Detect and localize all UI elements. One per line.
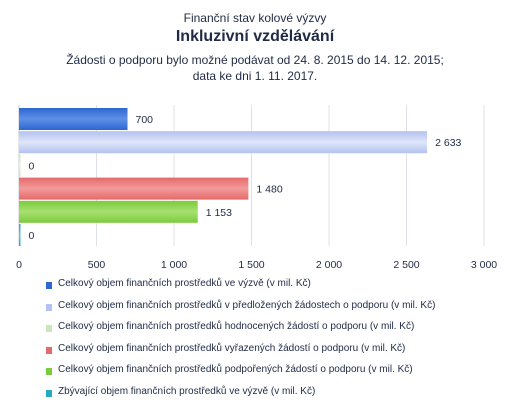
legend-label: Celkový objem finančních prostředků v př… bbox=[58, 299, 436, 311]
chart-subtitle-line2: data ke dni 1. 11. 2017. bbox=[192, 69, 318, 83]
legend-label: Zbývající objem finančních prostředků ve… bbox=[58, 385, 316, 397]
x-tick-label: 1 500 bbox=[238, 259, 264, 271]
bar-value-label: 1 153 bbox=[206, 207, 232, 219]
x-tick-label: 1 000 bbox=[161, 259, 187, 271]
x-tick-label: 0 bbox=[16, 259, 22, 271]
legend-swatch bbox=[46, 389, 52, 397]
x-axis-tick-labels: 0 500 1 000 1 500 2 000 2 500 3 000 bbox=[16, 259, 497, 271]
bar-value-label: 0 bbox=[29, 230, 35, 242]
legend-swatch bbox=[46, 282, 52, 289]
chart-data-labels: 700 2 633 0 1 480 1 153 0 bbox=[29, 114, 462, 242]
bar bbox=[19, 108, 128, 130]
bar-value-label: 700 bbox=[136, 114, 154, 126]
bar bbox=[19, 177, 249, 200]
legend-swatch bbox=[46, 346, 52, 354]
chart-subtitle-line1: Žádosti o podporu bylo možné podávat od … bbox=[66, 53, 444, 67]
legend-label: Celkový objem finančních prostředků ve v… bbox=[58, 278, 311, 289]
legend-swatch bbox=[46, 368, 52, 375]
bar-value-label: 0 bbox=[29, 160, 35, 172]
legend-swatch bbox=[46, 303, 52, 311]
x-tick-label: 2 000 bbox=[316, 259, 342, 271]
legend-label: Celkový objem finančních prostředků podp… bbox=[58, 364, 413, 375]
legend-label: Celkový objem finančních prostředků hodn… bbox=[58, 321, 415, 332]
legend-swatch bbox=[46, 325, 52, 332]
bar bbox=[19, 154, 21, 177]
x-tick-label: 2 500 bbox=[393, 259, 419, 271]
x-tick-label: 500 bbox=[88, 259, 106, 271]
x-tick-label: 3 000 bbox=[471, 259, 497, 271]
chart-supertitle: Finanční stav kolové výzvy bbox=[183, 11, 327, 25]
bar bbox=[19, 200, 198, 223]
bar bbox=[19, 131, 428, 154]
chart-title: Inkluzivní vzdělávání bbox=[175, 28, 335, 45]
bar-value-label: 1 480 bbox=[256, 184, 282, 196]
chart-bars bbox=[19, 108, 428, 246]
bar-value-label: 2 633 bbox=[435, 137, 461, 149]
bar bbox=[19, 224, 21, 246]
legend-label: Celkový objem finančních prostředků vyřa… bbox=[58, 342, 406, 354]
